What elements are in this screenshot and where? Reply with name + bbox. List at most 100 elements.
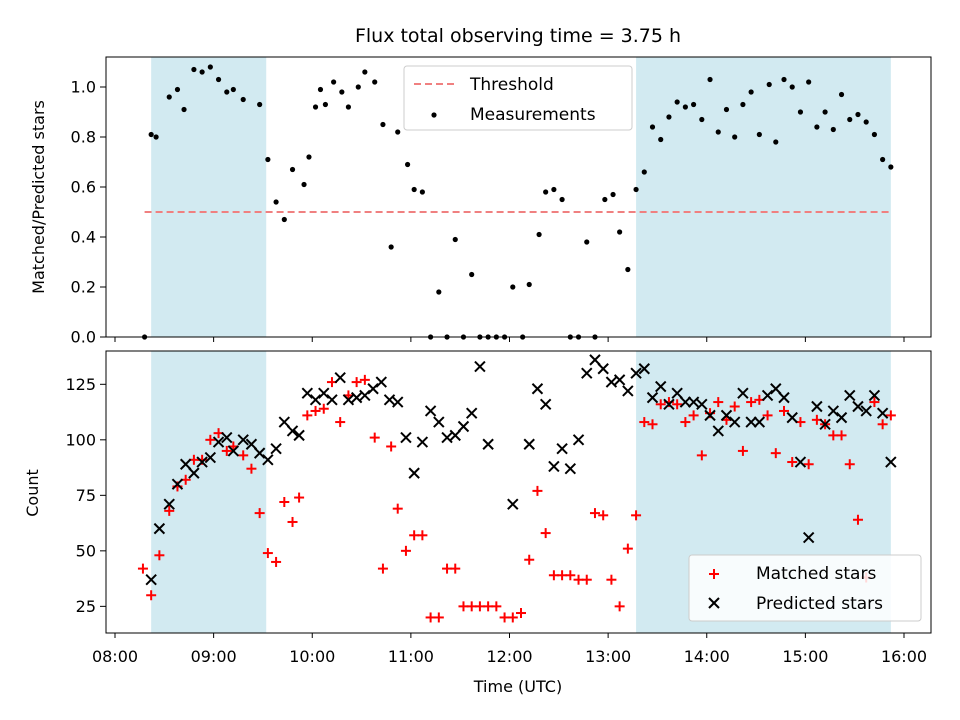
matched-star-point bbox=[359, 374, 370, 385]
top-y-ticks: 0.0 0.2 0.4 0.6 0.8 1.0 bbox=[71, 78, 106, 347]
measurement-point bbox=[317, 86, 324, 93]
predicted-star-point bbox=[556, 442, 568, 455]
matched-star-point bbox=[606, 574, 617, 585]
matched-star-point bbox=[386, 441, 397, 452]
measurement-point bbox=[510, 284, 516, 290]
matched-star-point bbox=[532, 485, 543, 496]
bottom-x-tick-label: 16:00 bbox=[881, 647, 927, 666]
top-legend: Threshold Measurements bbox=[403, 65, 633, 131]
predicted-star-point bbox=[278, 416, 291, 428]
measurement-point bbox=[715, 129, 721, 135]
legend-predicted-label: Predicted stars bbox=[756, 594, 883, 614]
predicted-star-stroke-b bbox=[301, 387, 314, 399]
measurement-point bbox=[388, 244, 394, 250]
top-y-tick-label: 0.8 bbox=[71, 128, 96, 147]
measurement-point bbox=[257, 101, 263, 108]
predicted-star-stroke-b bbox=[885, 456, 897, 468]
predicted-star-stroke-b bbox=[605, 376, 618, 388]
predicted-star-point bbox=[671, 387, 683, 399]
measurement-point bbox=[602, 196, 608, 203]
measurement-point bbox=[641, 169, 647, 175]
predicted-star-point bbox=[876, 407, 889, 419]
predicted-star-point bbox=[163, 498, 175, 510]
legend-measurements-label: Measurements bbox=[470, 105, 596, 125]
predicted-star-point bbox=[712, 425, 724, 437]
measurement-point bbox=[543, 189, 549, 195]
matched-star-point bbox=[254, 508, 265, 519]
predicted-star-stroke-b bbox=[227, 445, 240, 457]
top-legend-box bbox=[403, 65, 633, 131]
predicted-star-point bbox=[704, 409, 716, 422]
legend-threshold-label: Threshold bbox=[469, 75, 554, 95]
predicted-star-stroke-b bbox=[523, 438, 535, 450]
predicted-star-stroke-b bbox=[679, 396, 692, 408]
predicted-star-stroke-b bbox=[342, 394, 355, 406]
bottom-x-ticks: 08:00 09:00 10:00 11:00 12:00 13:00 14:00 15:00… bbox=[92, 633, 927, 666]
predicted-star-stroke-b bbox=[145, 574, 157, 586]
bottom-y-tick-label: 125 bbox=[65, 375, 96, 394]
measurement-point bbox=[756, 131, 762, 138]
predicted-star-point bbox=[761, 389, 774, 402]
predicted-star-stroke-b bbox=[392, 396, 404, 408]
predicted-star-stroke-b bbox=[375, 376, 387, 388]
predicted-star-point bbox=[548, 460, 560, 473]
bottom-x-tick-label: 12:00 bbox=[486, 647, 532, 666]
top-y-tick-label: 0.6 bbox=[71, 178, 96, 197]
predicted-star-stroke-b bbox=[350, 391, 363, 404]
matched-star-point bbox=[589, 508, 600, 519]
predicted-star-stroke-b bbox=[334, 371, 346, 384]
bottom-y-tick-label: 100 bbox=[65, 430, 96, 449]
matched-star-point bbox=[869, 397, 880, 408]
bottom-x-tick-label: 08:00 bbox=[92, 647, 138, 666]
matched-star-point bbox=[688, 410, 699, 421]
predicted-star-point bbox=[253, 447, 266, 459]
predicted-star-stroke-b bbox=[293, 429, 305, 442]
matched-star-point bbox=[516, 608, 527, 619]
predicted-star-point bbox=[728, 416, 741, 428]
predicted-star-point bbox=[844, 389, 856, 402]
predicted-star-stroke-b bbox=[770, 383, 782, 395]
predicted-star-stroke-b bbox=[556, 442, 568, 455]
predicted-star-point bbox=[572, 434, 585, 446]
predicted-star-stroke-b bbox=[860, 405, 872, 417]
bottom-axes-frame bbox=[105, 350, 932, 634]
matched-star-point bbox=[672, 399, 683, 410]
predicted-star-stroke-b bbox=[581, 367, 593, 379]
chart-title: Flux total observing time = 3.75 h bbox=[355, 25, 681, 47]
predicted-star-point bbox=[687, 396, 700, 408]
predicted-star-point bbox=[523, 438, 535, 450]
predicted-star-stroke-b bbox=[531, 383, 544, 395]
measurement-point bbox=[838, 91, 845, 98]
predicted-star-stroke-b bbox=[687, 396, 700, 408]
matched-star-point bbox=[294, 492, 305, 503]
predicted-star-point bbox=[171, 478, 184, 490]
measurement-point bbox=[880, 156, 886, 163]
legend-matched-label: Matched stars bbox=[756, 564, 876, 584]
predicted-star-stroke-b bbox=[794, 456, 807, 468]
top-y-tick-label: 0.4 bbox=[71, 228, 96, 247]
measurement-point bbox=[740, 101, 746, 108]
predicted-star-point bbox=[179, 458, 192, 470]
predicted-star-stroke-b bbox=[237, 434, 249, 446]
measurement-point bbox=[666, 114, 672, 120]
measurement-point bbox=[536, 231, 542, 238]
bottom-x-tick-label: 14:00 bbox=[684, 647, 730, 666]
predicted-star-point bbox=[507, 498, 519, 510]
predicted-star-point bbox=[375, 376, 387, 388]
predicted-star-point bbox=[465, 407, 478, 419]
matched-star-point bbox=[164, 505, 175, 516]
predicted-star-stroke-b bbox=[400, 431, 412, 444]
predicted-star-stroke-b bbox=[630, 367, 642, 379]
predicted-star-point bbox=[196, 456, 208, 468]
predicted-star-stroke-b bbox=[171, 478, 184, 490]
matched-star-point bbox=[844, 459, 855, 470]
predicted-star-point bbox=[778, 391, 790, 404]
predicted-star-stroke-b bbox=[286, 425, 299, 437]
predicted-star-point bbox=[868, 389, 881, 402]
predicted-star-point bbox=[301, 387, 314, 399]
matched-star-point bbox=[770, 448, 781, 459]
predicted-star-stroke-b bbox=[188, 467, 200, 479]
matched-star-point bbox=[205, 434, 216, 445]
predicted-star-point bbox=[342, 394, 355, 406]
